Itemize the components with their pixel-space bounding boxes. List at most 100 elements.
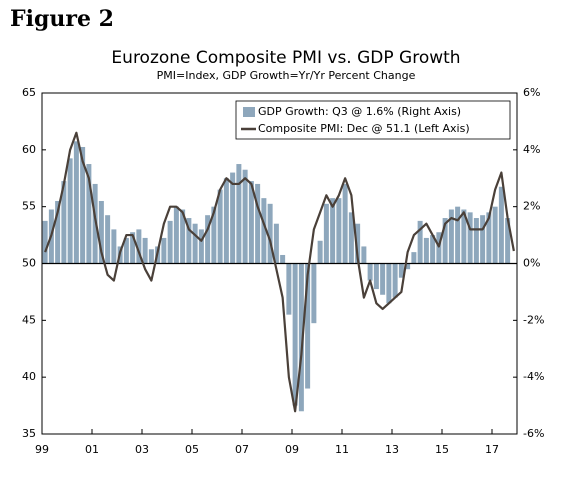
bar	[367, 263, 373, 281]
bar	[430, 235, 436, 264]
bar	[267, 203, 273, 264]
bar	[73, 141, 79, 264]
bar	[467, 212, 473, 264]
bar	[498, 186, 504, 264]
legend-label: Composite PMI: Dec @ 51.1 (Left Axis)	[258, 122, 470, 135]
x-tick-label: 11	[335, 443, 349, 456]
y2-tick-label: -2%	[523, 313, 544, 326]
bar	[61, 181, 67, 264]
bar	[436, 232, 442, 264]
y-tick-label: 60	[22, 143, 36, 156]
bar	[273, 223, 279, 264]
x-tick-label: 01	[85, 443, 99, 456]
bar	[342, 183, 348, 264]
bar	[198, 229, 204, 264]
legend-box	[235, 100, 511, 140]
legend-label: GDP Growth: Q3 @ 1.6% (Right Axis)	[258, 105, 461, 118]
bar	[186, 218, 192, 264]
y2-tick-label: -6%	[523, 427, 544, 440]
bar	[361, 246, 367, 264]
pmi-line	[44, 131, 515, 413]
bar	[148, 249, 154, 264]
bar	[411, 252, 417, 264]
bar	[167, 220, 173, 264]
bar	[236, 164, 242, 264]
figure-label: Figure 2	[10, 6, 114, 32]
bar	[417, 220, 423, 264]
bar	[336, 198, 342, 264]
bar	[480, 215, 486, 264]
y2-tick-label: 4%	[523, 143, 540, 156]
chart-title: Eurozone Composite PMI vs. GDP Growth	[111, 48, 460, 68]
bar	[455, 206, 461, 264]
bar	[461, 209, 467, 264]
x-tick-label: 99	[35, 443, 49, 456]
bar	[80, 146, 86, 264]
bar	[255, 183, 261, 264]
bar	[380, 263, 386, 295]
bar	[86, 164, 92, 264]
bar	[98, 200, 104, 264]
bar	[330, 198, 336, 264]
bar	[323, 203, 329, 264]
bar	[473, 218, 479, 264]
y2-tick-label: 6%	[523, 86, 540, 99]
bar	[211, 206, 217, 264]
bar	[130, 232, 136, 264]
x-tick-label: 09	[285, 443, 299, 456]
bar	[405, 263, 411, 270]
bar	[373, 263, 379, 290]
bar	[298, 263, 304, 412]
bar	[398, 263, 404, 278]
bar	[286, 263, 292, 315]
legend-swatch	[243, 107, 255, 117]
bar	[123, 237, 129, 264]
x-tick-label: 17	[485, 443, 499, 456]
bar	[180, 209, 186, 264]
y2-tick-label: 0%	[523, 257, 540, 270]
chart-subtitle: PMI=Index, GDP Growth=Yr/Yr Percent Chan…	[157, 69, 416, 82]
x-tick-label: 05	[185, 443, 199, 456]
bar	[392, 263, 398, 298]
y-tick-label: 65	[22, 86, 36, 99]
bar	[317, 240, 323, 264]
bar	[448, 209, 454, 264]
bar	[423, 237, 429, 264]
bar	[280, 254, 286, 264]
y-tick-label: 45	[22, 313, 36, 326]
bar	[42, 220, 48, 264]
bar	[442, 218, 448, 264]
y-tick-label: 50	[22, 257, 36, 270]
bar	[161, 237, 167, 264]
bar	[311, 263, 317, 324]
bar	[192, 223, 198, 264]
bar	[348, 212, 354, 264]
y-tick-label: 35	[22, 427, 36, 440]
bar	[136, 229, 142, 264]
bar	[248, 181, 254, 264]
bar	[67, 158, 73, 264]
x-tick-label: 15	[435, 443, 449, 456]
bar	[173, 206, 179, 264]
x-tick-label: 07	[235, 443, 249, 456]
y-tick-label: 40	[22, 370, 36, 383]
bar	[223, 178, 229, 264]
x-tick-label: 03	[135, 443, 149, 456]
bar	[205, 215, 211, 264]
bar	[55, 200, 61, 264]
bar	[386, 263, 392, 304]
y2-tick-label: 2%	[523, 200, 540, 213]
bar	[261, 198, 267, 264]
bar	[230, 172, 236, 264]
bar	[486, 212, 492, 264]
bar	[111, 229, 117, 264]
bar	[355, 223, 361, 264]
bar	[492, 206, 498, 264]
bar	[292, 263, 298, 406]
bar	[505, 218, 511, 264]
y-tick-label: 55	[22, 200, 36, 213]
bar	[242, 169, 248, 264]
bar	[217, 189, 223, 264]
bar	[142, 237, 148, 264]
